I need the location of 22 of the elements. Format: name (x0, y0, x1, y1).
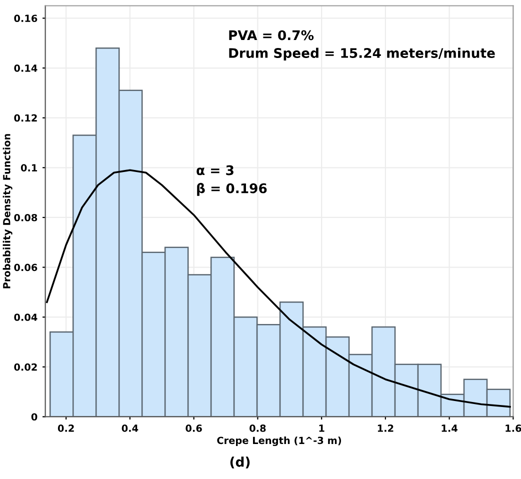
x-tick-label: 1.6 (506, 424, 521, 432)
y-tick-label: 0.06 (14, 264, 38, 272)
y-tick-label: 0.16 (14, 14, 38, 22)
x-tick-label: 1.2 (378, 424, 394, 432)
y-tick-label: 0.02 (14, 363, 37, 371)
text: (d) (230, 456, 250, 468)
y-tick-label: 0.14 (14, 64, 38, 72)
y-tick-label: 0 (31, 413, 38, 421)
y-tick-label: 0.08 (14, 214, 38, 222)
y-tick-label: 0.04 (14, 314, 38, 321)
x-tick-label: 1 (319, 424, 324, 432)
x-tick-label: 0.4 (122, 424, 138, 432)
x-tick-label: 0.8 (250, 424, 266, 432)
x-axis-title: Crepe Length (1^-3 m) (217, 436, 342, 446)
y-tick-label: 0.12 (14, 114, 37, 122)
annotation: PVA = 0.7% Drum Speed = 15.24 meters/minute (229, 30, 495, 61)
annotation: α = 3 β = 0.196 (196, 165, 267, 196)
x-tick-label: 0.6 (186, 424, 202, 432)
y-axis-title: Probability Density Function (2, 134, 12, 288)
x-tick-label: 0.2 (58, 424, 74, 432)
y-tick-label: 0.1 (20, 164, 38, 172)
x-tick-label: 1.4 (442, 424, 458, 432)
